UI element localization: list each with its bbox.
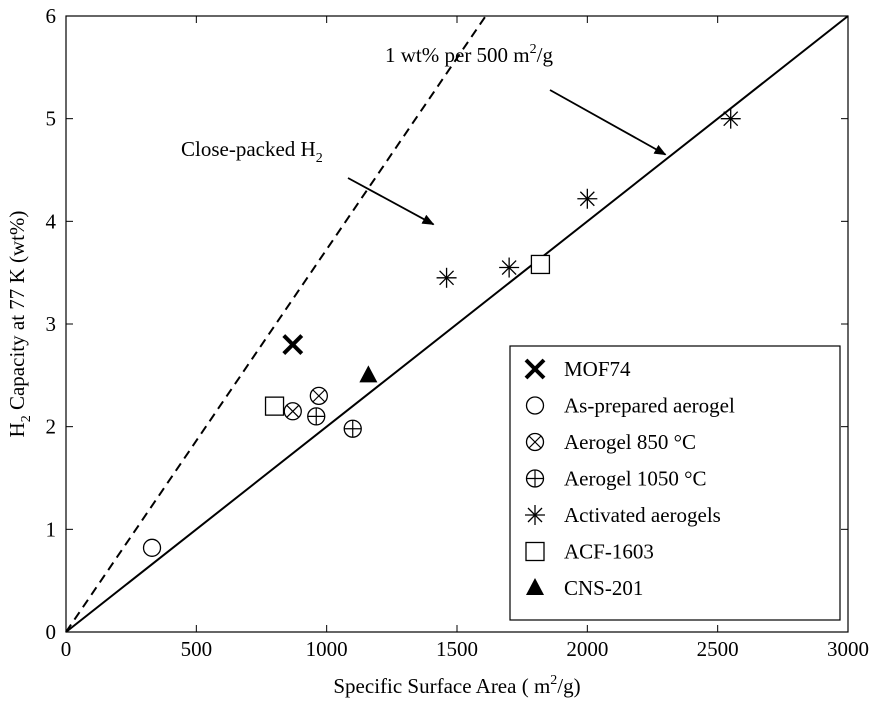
- x-tick-label: 2500: [697, 637, 739, 661]
- y-tick-label: 0: [46, 620, 57, 644]
- x-tick-label: 1500: [436, 637, 478, 661]
- solid-line: [65, 15, 849, 633]
- data-point: [530, 254, 551, 275]
- legend-marker: [525, 505, 545, 525]
- legend-label: ACF-1603: [564, 540, 654, 564]
- y-tick-label: 2: [46, 415, 57, 439]
- legend-label: Aerogel 850 °C: [564, 430, 696, 454]
- data-point: [142, 538, 162, 557]
- annotation-arrow: [347, 177, 435, 226]
- legend-marker: [525, 541, 545, 562]
- data-point: [283, 402, 302, 421]
- x-tick-label: 0: [61, 637, 72, 661]
- data-point: [343, 419, 362, 438]
- x-tick-label: 1000: [306, 637, 348, 661]
- legend-label: Aerogel 1050 °C: [564, 467, 707, 491]
- y-tick-label: 3: [46, 312, 57, 336]
- data-point: [577, 188, 598, 209]
- legend-label: As-prepared aerogel: [564, 394, 735, 418]
- legend-label: CNS-201: [564, 576, 643, 600]
- legend-marker: [525, 432, 545, 452]
- annotation-label: 1 wt% per 500 m2/g: [385, 42, 553, 67]
- data-point: [499, 257, 520, 278]
- annotation-arrow: [549, 89, 667, 156]
- legend-box: [509, 345, 841, 621]
- data-point: [264, 396, 285, 416]
- x-tick-label: 2000: [566, 637, 608, 661]
- data-point: [720, 108, 741, 129]
- legend-marker: [525, 469, 545, 488]
- data-point: [282, 334, 304, 355]
- legend-label: MOF74: [564, 357, 631, 381]
- data-point: [436, 267, 457, 288]
- annotation-label: Close-packed H2: [181, 137, 323, 166]
- data-points: [142, 108, 741, 557]
- legend-label: Activated aerogels: [564, 503, 721, 527]
- legend: MOF74 As-prepared aerogel Aerogel 850 °C Ae…: [509, 345, 841, 621]
- y-tick-label: 6: [46, 4, 57, 28]
- legend-marker: [525, 396, 545, 415]
- y-tick-label: 1: [46, 517, 57, 541]
- y-axis-title: H2 Capacity at 77 K (wt%): [5, 211, 34, 438]
- reference-lines: [65, 15, 849, 633]
- data-point: [359, 365, 378, 383]
- x-axis-title: Specific Surface Area ( m2/g): [333, 673, 580, 698]
- data-point: [309, 386, 328, 406]
- dashed-line: [65, 15, 487, 633]
- x-tick-label: 500: [181, 637, 213, 661]
- x-tick-label: 3000: [827, 637, 869, 661]
- y-tick-label: 4: [46, 209, 57, 233]
- legend-marker: [526, 578, 544, 595]
- annotations: 1 wt% per 500 m2/g Close-packed H2: [181, 42, 667, 226]
- legend-marker: [524, 358, 546, 380]
- axis-ticks: 0 500 1000 1500 2000 2500 3000 0 1 2 3 4 5 6: [46, 4, 870, 661]
- y-tick-label: 5: [46, 107, 57, 131]
- data-point: [307, 407, 326, 426]
- axis-titles: Specific Surface Area ( m2/g) H2 Capacity…: [5, 211, 581, 698]
